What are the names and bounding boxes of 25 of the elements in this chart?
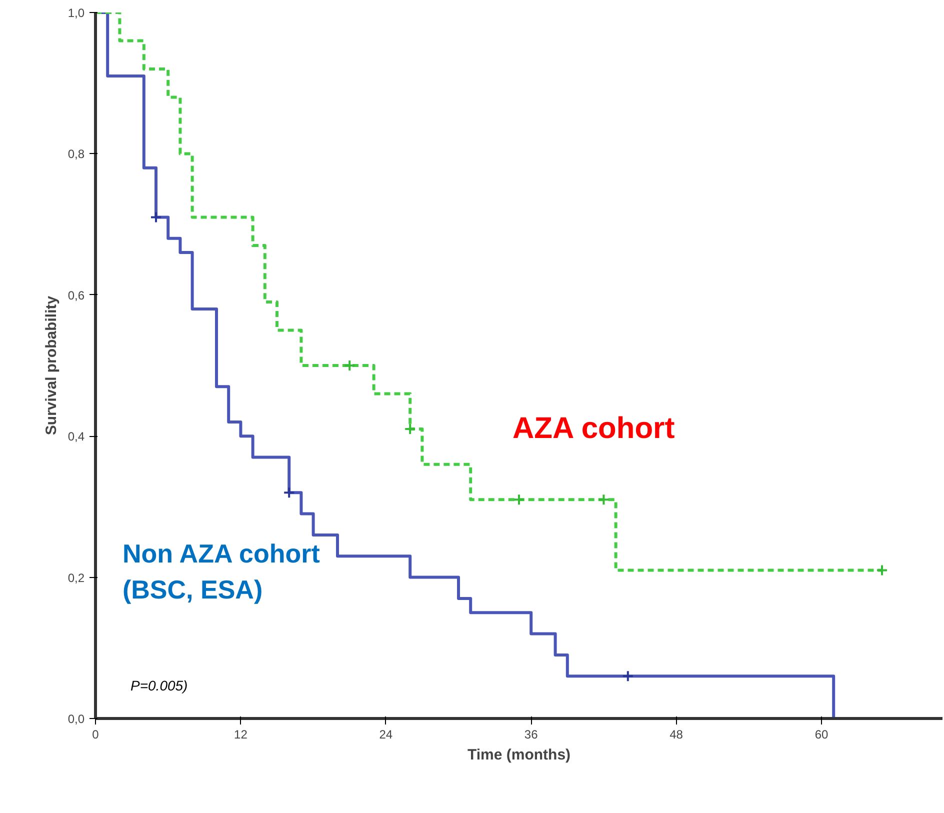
y-tick-label: 0,8 [68,147,85,162]
x-tick-label: 48 [670,728,684,742]
x-tick-label: 24 [379,728,393,742]
point [513,494,525,506]
point [598,494,610,506]
y-tick-label: 0,6 [68,288,85,302]
point [150,211,162,224]
x-tick-label: 0 [92,728,100,742]
point [283,486,296,499]
x-tick-label: 60 [814,728,828,742]
point [344,360,356,372]
y-tick-label: 0,2 [68,570,85,585]
point [622,670,634,682]
point [876,564,888,576]
annotation: P=0.005) [130,678,188,694]
point [404,423,416,436]
y-tick-label: 0,0 [68,712,85,726]
annotation: Non AZA cohort (BSC, ESA) [122,538,320,604]
y-tick-label: 1,0 [68,6,85,20]
x-tick-label: 36 [524,728,538,742]
y-tick-label: 0,4 [68,430,85,444]
y-axis-title: Survival probability [42,295,60,436]
x-tick-label: 12 [234,728,248,742]
x-axis-title: Time (months) [467,746,571,764]
annotation: AZA cohort [512,412,675,445]
